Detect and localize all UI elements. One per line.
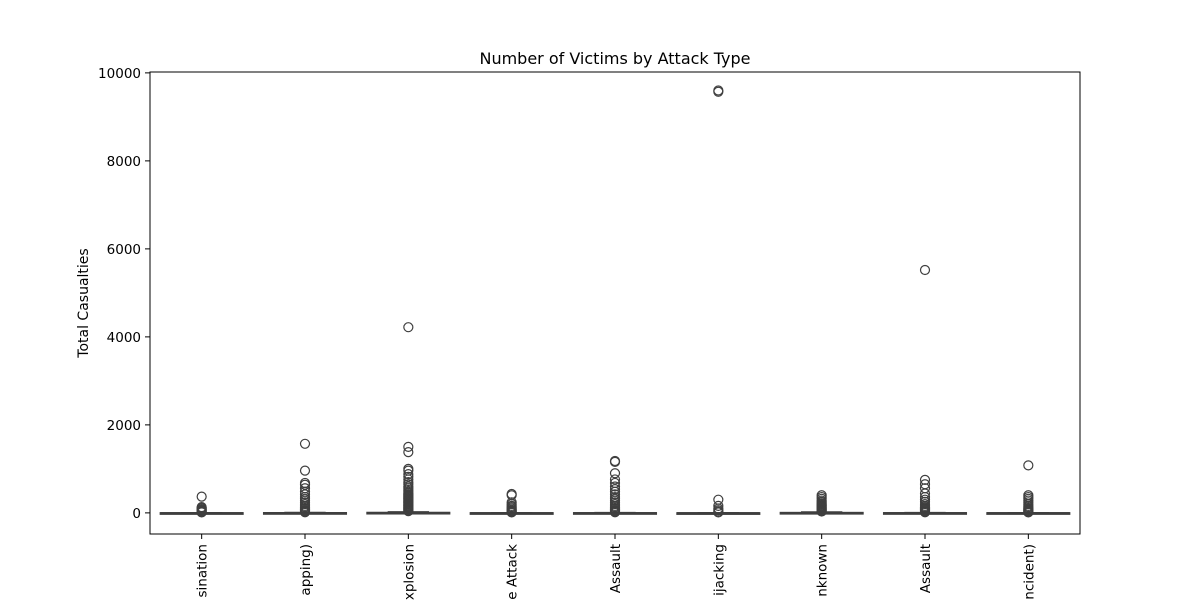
outlier-point: [919, 479, 931, 490]
outlier-point: [609, 484, 621, 495]
outlier-point: [403, 441, 414, 452]
box-group: [572, 455, 658, 518]
box-group: [469, 488, 554, 518]
box-group: [986, 460, 1071, 518]
y-axis: 0 2000 4000 6000 8000 10000: [98, 66, 150, 522]
outlier-point: [919, 264, 931, 276]
outlier-point: [299, 438, 311, 449]
x-tick-label: sination: [195, 544, 211, 597]
x-tick-label: xplosion: [401, 544, 417, 600]
x-tick-label: Assault: [608, 544, 624, 593]
x-tick-label: ncident): [1021, 544, 1037, 600]
box-group: [779, 490, 864, 517]
outlier-point: [816, 490, 827, 501]
outlier-point: [196, 491, 207, 502]
y-tick-label: 8000: [107, 154, 141, 170]
outlier-point: [1023, 490, 1034, 501]
outlier-point: [609, 468, 621, 479]
outlier-point: [299, 489, 311, 500]
outlier-point: [299, 477, 311, 489]
outlier-point: [403, 322, 414, 333]
outlier-point: [403, 471, 414, 482]
outlier-point: [196, 502, 207, 513]
x-tick-label: nknown: [815, 544, 831, 597]
y-tick-label: 10000: [98, 66, 141, 82]
x-tick-label: e Attack: [505, 544, 521, 600]
outlier-point: [609, 474, 621, 485]
outlier-point: [299, 465, 311, 476]
outlier-point: [713, 500, 724, 511]
box-group: [262, 438, 348, 518]
outlier-point: [609, 481, 621, 492]
outlier-point: [609, 489, 621, 500]
outlier-point: [506, 488, 517, 500]
outlier-point: [403, 447, 414, 458]
outlier-point: [403, 463, 414, 474]
outlier-point: [403, 476, 414, 488]
outlier-point: [919, 474, 931, 485]
box-group: [159, 491, 244, 518]
outlier-point: [919, 483, 931, 494]
box-plot-marks: [159, 85, 1071, 518]
y-tick-label: 2000: [107, 418, 141, 434]
outlier-point: [403, 469, 414, 480]
outlier-point: [609, 455, 621, 467]
outlier-point: [609, 491, 621, 503]
y-tick-label: 0: [132, 506, 141, 522]
outlier-point: [609, 477, 621, 489]
x-axis: sination apping) xplosion e Attack Assault ij…: [195, 534, 1037, 600]
box-group: [366, 322, 451, 517]
y-tick-label: 6000: [107, 242, 141, 258]
box-group: [676, 85, 761, 518]
x-tick-label: ijacking: [711, 544, 727, 596]
x-tick-label: apping): [298, 544, 314, 596]
outlier-point: [713, 494, 724, 505]
outlier-point: [713, 85, 724, 96]
x-tick-label: Assault: [918, 544, 934, 593]
chart-title: Number of Victims by Attack Type: [479, 49, 750, 68]
box-group: [882, 264, 968, 518]
outlier-point: [506, 497, 517, 508]
outlier-point: [919, 494, 931, 505]
y-tick-label: 4000: [107, 330, 141, 346]
outlier-point: [299, 483, 311, 494]
y-axis-label: Total Casualties: [76, 248, 92, 358]
outlier-point: [1023, 460, 1034, 471]
